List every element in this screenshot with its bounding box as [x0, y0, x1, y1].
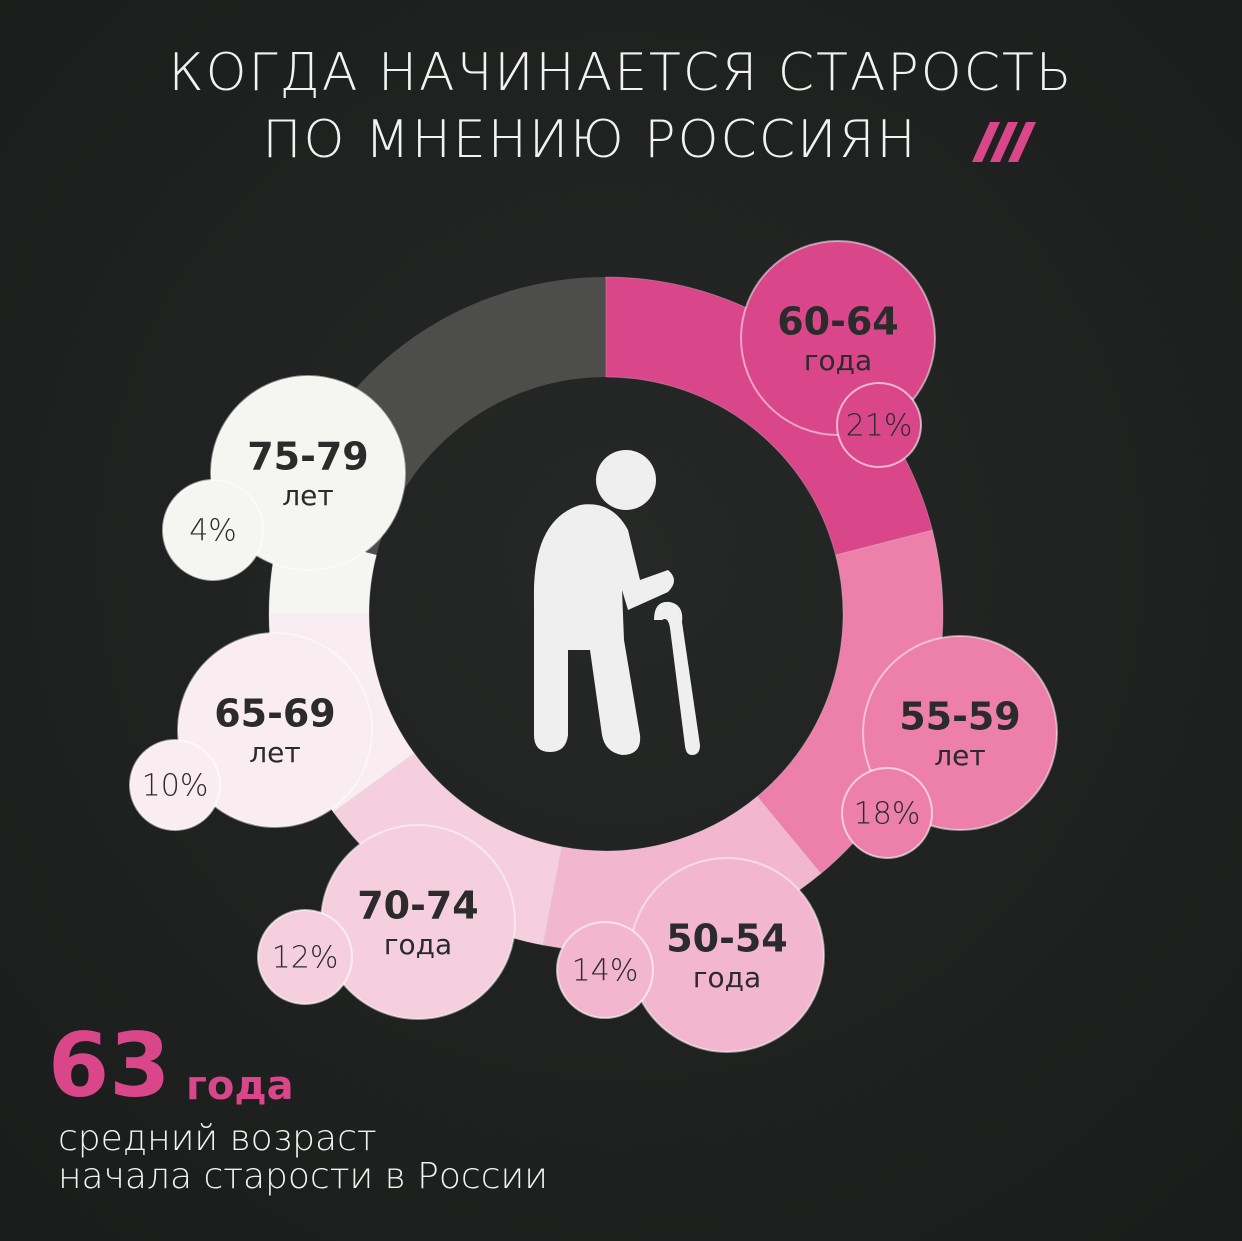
- bubble: [177, 632, 373, 828]
- summary-caption: начала старости в России: [58, 1156, 548, 1197]
- percent-bubble: [841, 767, 933, 859]
- value-label: 12%: [272, 941, 339, 976]
- category-unit: лет: [934, 739, 985, 772]
- percent-bubble: [129, 739, 221, 831]
- value-label: 18%: [854, 797, 921, 832]
- percent-bubble: [836, 382, 922, 468]
- category-label: 60-64: [777, 300, 899, 344]
- percent-bubble: [257, 909, 353, 1005]
- value-label: 10%: [142, 769, 209, 804]
- title-slashes: [972, 122, 1036, 162]
- value-label: 14%: [572, 954, 639, 989]
- category-unit: года: [804, 344, 872, 377]
- percent-bubble: [556, 921, 654, 1019]
- value-label: 21%: [846, 409, 913, 444]
- summary-value: 63: [48, 1014, 170, 1117]
- summary-caption: средний возраст: [58, 1118, 377, 1159]
- percent-bubble: [162, 479, 264, 581]
- category-unit: года: [384, 928, 452, 961]
- category-unit: лет: [282, 479, 333, 512]
- donut-segment: [605, 276, 934, 556]
- category-label: 55-59: [899, 695, 1021, 739]
- title-line: ПО МНЕНИЮ РОССИЯН: [262, 110, 917, 170]
- category-label: 70-74: [357, 884, 479, 928]
- category-unit: лет: [249, 736, 300, 769]
- bubbles: 60-64года21%55-59лет18%50-54года14%70-74…: [129, 240, 1058, 1053]
- elderly-icon: [533, 450, 700, 755]
- summary-unit: года: [186, 1063, 294, 1109]
- category-label: 65-69: [214, 692, 336, 736]
- category-label: 50-54: [666, 917, 788, 961]
- value-label: 4%: [189, 514, 237, 549]
- category-label: 75-79: [247, 435, 369, 479]
- category-unit: года: [693, 961, 761, 994]
- title-line: КОГДА НАЧИНАЕТСЯ СТАРОСТЬ: [169, 43, 1074, 103]
